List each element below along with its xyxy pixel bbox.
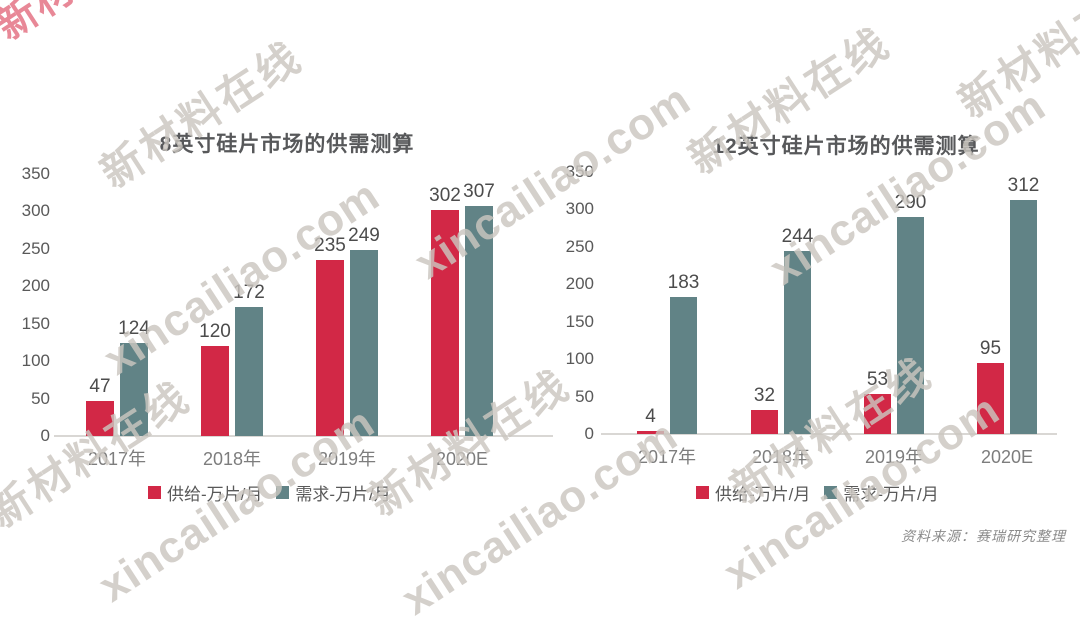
y-axis-tick-350: 350 xyxy=(565,162,594,181)
bar-demand-2017年 xyxy=(670,297,697,434)
category-label-2017年: 2017年 xyxy=(637,447,697,467)
y-axis-tick-300: 300 xyxy=(565,199,594,219)
bar-demand-2018年 xyxy=(784,251,811,434)
y-axis-tick-0: 0 xyxy=(40,426,50,445)
bar-supply-2020E xyxy=(977,362,1004,434)
bar-demand-2020E xyxy=(465,206,493,436)
value-label-supply-2018年: 32 xyxy=(753,385,776,407)
value-label-demand-2018年: 172 xyxy=(233,282,265,304)
value-label-demand-2020E: 307 xyxy=(463,181,495,203)
source-note: 资料来源：赛瑞研究整理 xyxy=(901,528,1066,544)
value-label-demand-2019年: 249 xyxy=(348,224,380,246)
legend-label-demand: 需求-万片/月 xyxy=(295,485,391,504)
y-axis-tick-300: 300 xyxy=(21,201,50,221)
y-axis-tick-200: 200 xyxy=(565,274,594,294)
bar-demand-2020E xyxy=(1010,200,1037,434)
x-axis-line xyxy=(54,435,553,437)
y-axis-tick-100: 100 xyxy=(21,351,50,371)
value-label-supply-2020E: 95 xyxy=(979,337,1002,359)
x-axis-line xyxy=(601,433,1057,435)
value-label-supply-2020E: 302 xyxy=(429,184,461,206)
y-axis-tick-50: 50 xyxy=(575,386,594,406)
bar-supply-2017年 xyxy=(637,431,664,434)
bar-supply-2018年 xyxy=(751,410,778,434)
legend-swatch-supply xyxy=(696,486,709,499)
y-axis-tick-250: 250 xyxy=(21,238,50,258)
y-axis-tick-100: 100 xyxy=(565,349,594,369)
value-label-supply-2019年: 53 xyxy=(866,369,889,391)
watermark-latin: xincailiao.com xyxy=(393,410,687,625)
watermark-cn: 新材料在线 xyxy=(92,32,311,197)
y-axis-tick-150: 150 xyxy=(21,313,50,333)
bar-demand-2019年 xyxy=(350,249,378,436)
bar-demand-2019年 xyxy=(897,216,924,434)
category-label-2018年: 2018年 xyxy=(751,447,811,467)
y-axis-tick-0: 0 xyxy=(584,424,594,443)
y-axis-tick-350: 350 xyxy=(21,164,50,183)
value-label-demand-2017年: 183 xyxy=(667,272,700,293)
category-label-2020E: 2020E xyxy=(435,449,489,469)
value-label-demand-2017年: 124 xyxy=(118,318,150,340)
bar-supply-2020E xyxy=(431,209,459,436)
value-label-demand-2018年: 244 xyxy=(781,226,814,248)
value-label-supply-2017年: 4 xyxy=(645,406,656,427)
y-axis-tick-200: 200 xyxy=(21,276,50,296)
value-label-supply-2018年: 120 xyxy=(199,321,231,343)
legend-12-inch: 供给-万片/月 需求-万片/月 xyxy=(696,480,953,505)
y-axis-tick-150: 150 xyxy=(565,311,594,331)
value-label-demand-2019年: 290 xyxy=(894,191,927,213)
bar-demand-2017年 xyxy=(120,343,148,436)
legend-8-inch: 供给-万片/月 需求-万片/月 xyxy=(148,480,405,505)
value-label-supply-2019年: 235 xyxy=(314,235,346,257)
watermark-corner-fragment: 新材 xyxy=(0,0,84,49)
legend-label-supply: 供给-万片/月 xyxy=(167,485,263,504)
legend-label-demand: 需求-万片/月 xyxy=(843,485,939,504)
watermark-cn: 新材料在线 xyxy=(950,0,1080,127)
bar-supply-2019年 xyxy=(864,394,891,434)
value-label-supply-2017年: 47 xyxy=(89,375,111,397)
bar-supply-2019年 xyxy=(316,260,344,436)
legend-swatch-demand xyxy=(824,486,838,499)
category-label-2018年: 2018年 xyxy=(202,449,262,469)
chart-title-12-inch: 12英寸硅片市场的供需测算 xyxy=(712,135,980,158)
bar-demand-2018年 xyxy=(235,307,263,436)
category-label-2020E: 2020E xyxy=(980,447,1034,467)
bar-supply-2017年 xyxy=(86,400,114,436)
y-axis-tick-250: 250 xyxy=(565,236,594,256)
chart-title-8-inch: 8英寸硅片市场的供需测算 xyxy=(159,133,415,156)
category-label-2019年: 2019年 xyxy=(864,447,924,467)
value-label-demand-2020E: 312 xyxy=(1007,175,1040,197)
y-axis-tick-50: 50 xyxy=(31,388,50,408)
legend-label-supply: 供给-万片/月 xyxy=(715,485,811,504)
category-label-2019年: 2019年 xyxy=(317,449,377,469)
bar-supply-2018年 xyxy=(201,346,229,436)
legend-swatch-demand xyxy=(276,486,290,499)
category-label-2017年: 2017年 xyxy=(87,449,147,469)
legend-swatch-supply xyxy=(148,486,161,499)
